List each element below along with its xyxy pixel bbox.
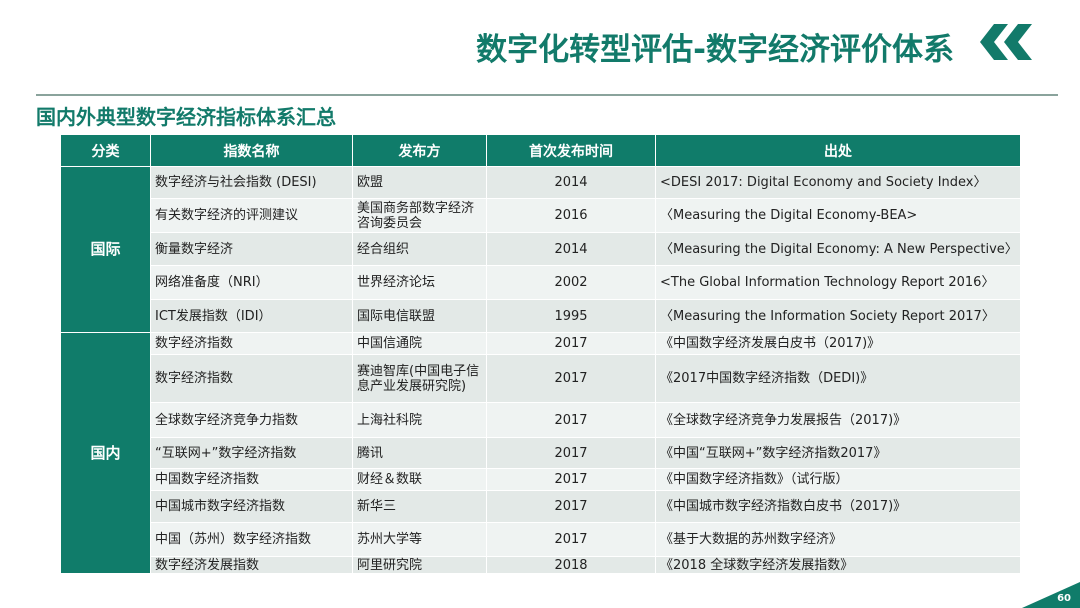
category-cell-domestic: 国内: [60, 332, 151, 574]
double-chevron-left-icon: [980, 24, 1032, 60]
source-cell: 《全球数字经济竞争力发展报告（2017)》: [655, 402, 1021, 438]
table-row: 中国城市数字经济指数 新华三 2017 《中国城市数字经济指数白皮书（2017)…: [61, 490, 1021, 523]
year-cell: 2014: [486, 232, 656, 266]
column-header: 发布方: [352, 134, 487, 167]
page-number: 60: [1057, 593, 1071, 604]
source-cell: 《基于大数据的苏州数字经济》: [655, 522, 1021, 557]
publisher-cell: 赛迪智库(中国电子信息产业发展研究院): [352, 354, 487, 403]
table-row: 网络准备度（NRI） 世界经济论坛 2002 <The Global Infor…: [61, 265, 1021, 300]
year-cell: 2016: [486, 198, 656, 233]
source-cell: 《中国“互联网+”数字经济指数2017》: [655, 437, 1021, 469]
year-cell: 2017: [486, 332, 656, 355]
table-row: 数字经济发展指数 阿里研究院 2018 《2018 全球数字经济发展指数》: [61, 556, 1021, 574]
table-row: 衡量数字经济 经合组织 2014 〈Measuring the Digital …: [61, 232, 1021, 266]
index-name-cell: 网络准备度（NRI）: [150, 265, 353, 300]
column-header: 首次发布时间: [486, 134, 656, 167]
publisher-cell: 世界经济论坛: [352, 265, 487, 300]
source-cell: 〈Measuring the Information Society Repor…: [655, 299, 1021, 333]
year-cell: 2017: [486, 437, 656, 469]
index-name-cell: 中国城市数字经济指数: [150, 490, 353, 523]
index-name-cell: 数字经济指数: [150, 354, 353, 403]
publisher-cell: 阿里研究院: [352, 556, 487, 574]
index-name-cell: 中国（苏州）数字经济指数: [150, 522, 353, 557]
year-cell: 2017: [486, 354, 656, 403]
publisher-cell: 上海社科院: [352, 402, 487, 438]
source-cell: 《2018 全球数字经济发展指数》: [655, 556, 1021, 574]
source-cell: 《2017中国数字经济指数（DEDI)》: [655, 354, 1021, 403]
index-name-cell: 有关数字经济的评测建议: [150, 198, 353, 233]
header-divider: [36, 94, 1058, 96]
category-cell-international: 国际: [60, 166, 151, 333]
publisher-cell: 经合组织: [352, 232, 487, 266]
index-name-cell: “互联网+”数字经济指数: [150, 437, 353, 469]
column-header: 分类: [60, 134, 151, 167]
year-cell: 2017: [486, 522, 656, 557]
table-row: 有关数字经济的评测建议 美国商务部数字经济咨询委员会 2016 〈Measuri…: [61, 198, 1021, 233]
corner-triangle-icon: [1022, 582, 1080, 608]
year-cell: 2017: [486, 490, 656, 523]
table-row: 国内 数字经济指数 中国信通院 2017 《中国数字经济发展白皮书（2017)》: [60, 332, 1021, 574]
table-row: 中国数字经济指数 财经＆数联 2017 《中国数字经济指数》（试行版）: [61, 468, 1021, 491]
page-title: 数字化转型评估-数字经济评价体系: [476, 32, 954, 68]
publisher-cell: 腾讯: [352, 437, 487, 469]
table-row: 数字经济指数 赛迪智库(中国电子信息产业发展研究院) 2017 《2017中国数…: [61, 354, 1021, 403]
table-row: “互联网+”数字经济指数 腾讯 2017 《中国“互联网+”数字经济指数2017…: [61, 437, 1021, 469]
index-table: 分类 指数名称 发布方 首次发布时间 出处 国际 数字经济与社会指数 (DESI…: [60, 134, 1021, 574]
index-name-cell: ICT发展指数（IDI）: [150, 299, 353, 333]
table-row: 国际 数字经济与社会指数 (DESI) 欧盟 2014 <DESI 2017: …: [60, 166, 1021, 333]
year-cell: 1995: [486, 299, 656, 333]
year-cell: 2014: [486, 166, 656, 199]
publisher-cell: 新华三: [352, 490, 487, 523]
column-header: 出处: [655, 134, 1021, 167]
source-cell: 〈Measuring the Digital Economy: A New Pe…: [655, 232, 1021, 266]
year-cell: 2018: [486, 556, 656, 574]
year-cell: 2017: [486, 468, 656, 491]
table-row: 全球数字经济竞争力指数 上海社科院 2017 《全球数字经济竞争力发展报告（20…: [61, 402, 1021, 438]
column-header: 指数名称: [150, 134, 353, 167]
index-name-cell: 衡量数字经济: [150, 232, 353, 266]
table-row: 中国（苏州）数字经济指数 苏州大学等 2017 《基于大数据的苏州数字经济》: [61, 522, 1021, 557]
index-name-cell: 数字经济发展指数: [150, 556, 353, 574]
index-name-cell: 全球数字经济竞争力指数: [150, 402, 353, 438]
source-cell: 《中国数字经济发展白皮书（2017)》: [655, 332, 1021, 355]
source-cell: 《中国数字经济指数》（试行版）: [655, 468, 1021, 491]
publisher-cell: 欧盟: [352, 166, 487, 199]
year-cell: 2017: [486, 402, 656, 438]
publisher-cell: 苏州大学等: [352, 522, 487, 557]
table-header-row: 分类 指数名称 发布方 首次发布时间 出处: [60, 134, 1021, 167]
source-cell: <The Global Information Technology Repor…: [655, 265, 1021, 300]
source-cell: <DESI 2017: Digital Economy and Society …: [655, 166, 1021, 199]
publisher-cell: 国际电信联盟: [352, 299, 487, 333]
index-name-cell: 数字经济指数: [150, 332, 353, 355]
publisher-cell: 财经＆数联: [352, 468, 487, 491]
publisher-cell: 中国信通院: [352, 332, 487, 355]
index-name-cell: 数字经济与社会指数 (DESI): [150, 166, 353, 199]
publisher-cell: 美国商务部数字经济咨询委员会: [352, 198, 487, 233]
source-cell: 《中国城市数字经济指数白皮书（2017)》: [655, 490, 1021, 523]
section-subtitle: 国内外典型数字经济指标体系汇总: [36, 105, 336, 129]
source-cell: 〈Measuring the Digital Economy-BEA>: [655, 198, 1021, 233]
year-cell: 2002: [486, 265, 656, 300]
table-row: ICT发展指数（IDI） 国际电信联盟 1995 〈Measuring the …: [61, 299, 1021, 333]
index-name-cell: 中国数字经济指数: [150, 468, 353, 491]
